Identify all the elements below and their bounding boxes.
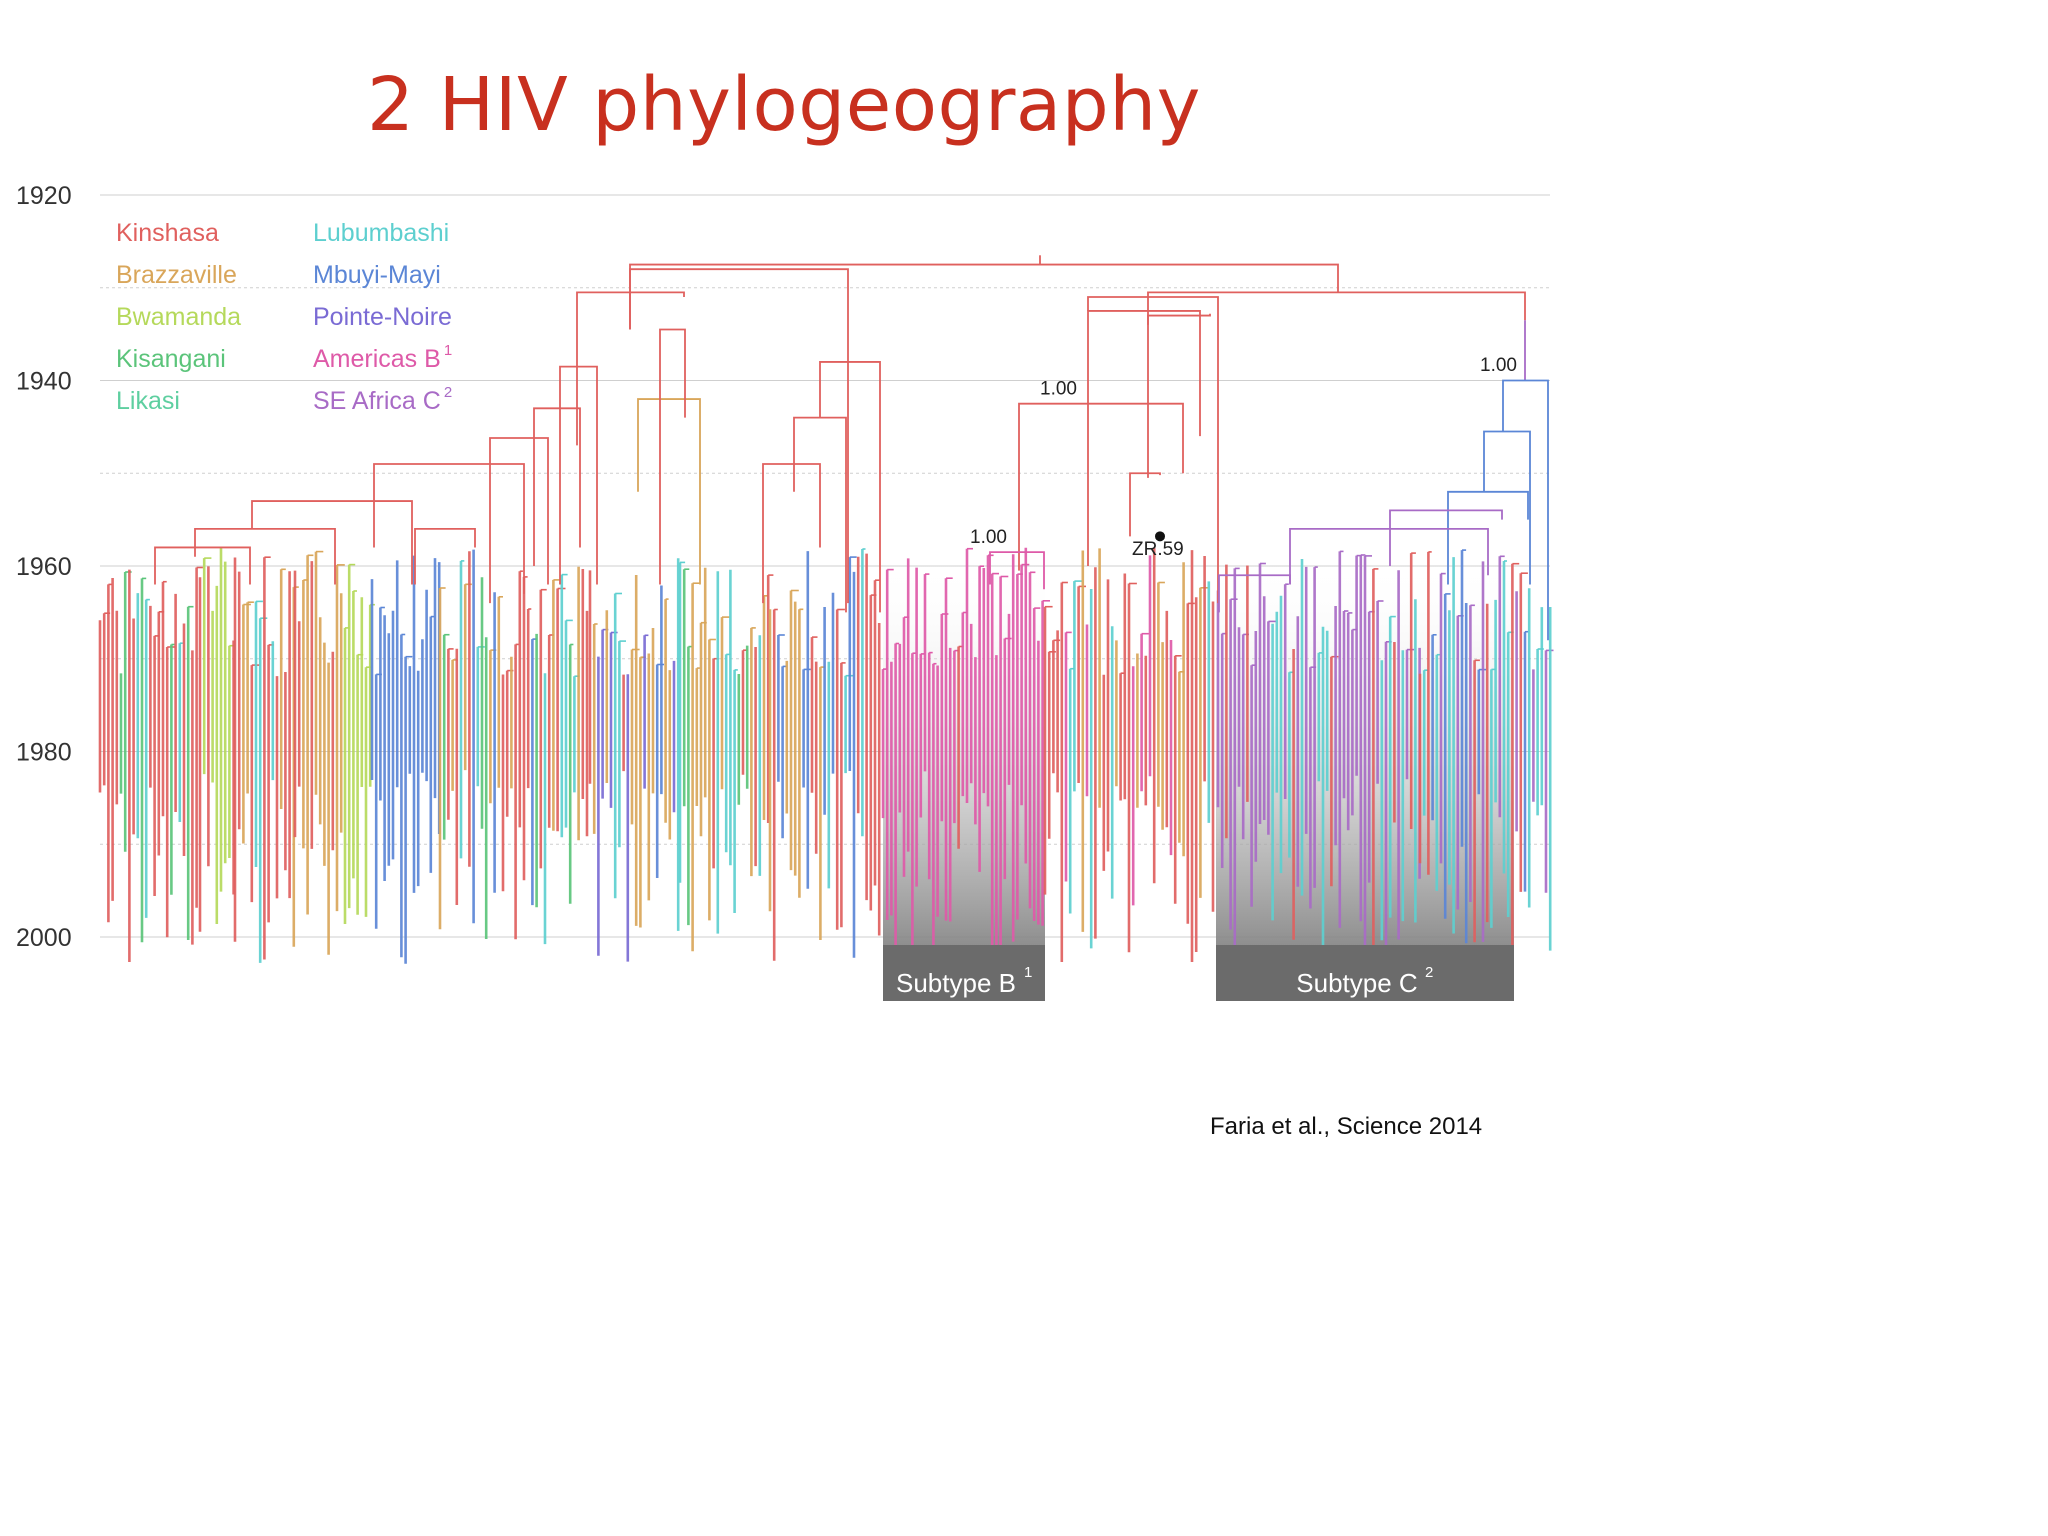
- slide-title: 2 HIV phylogeography: [367, 62, 1201, 148]
- tree-branch: [1483, 430, 1531, 585]
- tree-branch: [762, 463, 821, 604]
- node-b-root: [1018, 402, 1184, 571]
- legend-item-kinshasa: Kinshasa: [116, 219, 219, 247]
- phylogenetic-tree: 1920 1940 1960 1980 2000 1.00 1.00 1.00 ZR.59 Su…: [16, 182, 1554, 1001]
- node-c-clade: [1502, 379, 1549, 641]
- tree-branch: [819, 361, 881, 613]
- tree-branch: [659, 328, 686, 585]
- tree-branch: [1389, 509, 1503, 566]
- year-tick-label: 2000: [16, 924, 72, 952]
- legend-item-lubumbashi: Lubumbashi: [313, 219, 449, 247]
- node-b-clade: [989, 551, 1045, 590]
- legend-item-likasi: Likasi: [116, 387, 180, 415]
- posterior-support-label: 1.00: [970, 527, 1007, 548]
- legend-item-kisangani: Kisangani: [116, 345, 226, 373]
- subtype-c-box: [1216, 945, 1514, 1001]
- subtype-b-superscript: 1: [1024, 964, 1032, 981]
- root-split: [629, 263, 1339, 330]
- zr59-sample-label: ZR.59: [1132, 539, 1184, 560]
- tree-branch: [414, 528, 476, 585]
- location-legend: Kinshasa Brazzaville Bwamanda Kisangani Lika…: [116, 219, 452, 415]
- legend-item-bwamanda: Bwamanda: [116, 303, 241, 331]
- annotations: 1.00 1.00 1.00 ZR.59 Subtype B 1 Subtype C 2: [883, 355, 1517, 1001]
- tree-branch: [1087, 310, 1201, 566]
- subtype-b-label: Subtype B: [896, 968, 1016, 998]
- legend-superscript: 2: [444, 384, 452, 401]
- legend-item-pointe-noire: Pointe-Noire: [313, 303, 452, 331]
- tree-branch: [251, 500, 413, 585]
- tree-branch: [1289, 528, 1489, 585]
- zr59-sample-dot: [1155, 531, 1165, 542]
- tree-branch: [637, 398, 701, 585]
- tree-branch: [629, 268, 849, 604]
- subtype-c-label: Subtype C: [1296, 968, 1417, 998]
- legend-item-mbuyi-mayi: Mbuyi-Mayi: [313, 261, 441, 289]
- posterior-support-label: 1.00: [1040, 378, 1077, 399]
- tree-branch: [154, 546, 251, 585]
- tree-branch: [194, 528, 336, 585]
- tree-branch: [1147, 291, 1526, 325]
- tree-branch: [1147, 313, 1211, 478]
- legend-item-se-africa-c: SE Africa C: [313, 387, 441, 415]
- tree-branch: [559, 365, 598, 585]
- legend-item-brazzaville: Brazzaville: [116, 261, 237, 289]
- year-tick-label: 1960: [16, 553, 72, 581]
- tree-branch: [533, 407, 581, 566]
- year-tick-label: 1980: [16, 739, 72, 767]
- citation: Faria et al., Science 2014: [1210, 1113, 1483, 1140]
- tree-branch: [1129, 472, 1161, 537]
- legend-item-americas-b: Americas B: [313, 345, 441, 373]
- tree-branch: [576, 291, 685, 446]
- legend-superscript: 1: [444, 342, 452, 359]
- year-tick-label: 1920: [16, 182, 72, 210]
- tree-branch: [1218, 574, 1291, 613]
- tree-branch: [1087, 296, 1219, 604]
- tip-branches: [98, 547, 1554, 964]
- tree-branch: [1447, 490, 1529, 585]
- tree-branch: [793, 416, 847, 613]
- subtype-b-box: [883, 945, 1045, 1001]
- year-axis: 1920 1940 1960 1980 2000: [16, 182, 72, 952]
- tree-branch: [489, 437, 549, 604]
- tree-backbone: [154, 255, 1549, 641]
- subtype-c-superscript: 2: [1425, 964, 1433, 981]
- year-tick-label: 1940: [16, 368, 72, 396]
- tree-branch: [373, 463, 525, 594]
- posterior-support-label: 1.00: [1480, 355, 1517, 376]
